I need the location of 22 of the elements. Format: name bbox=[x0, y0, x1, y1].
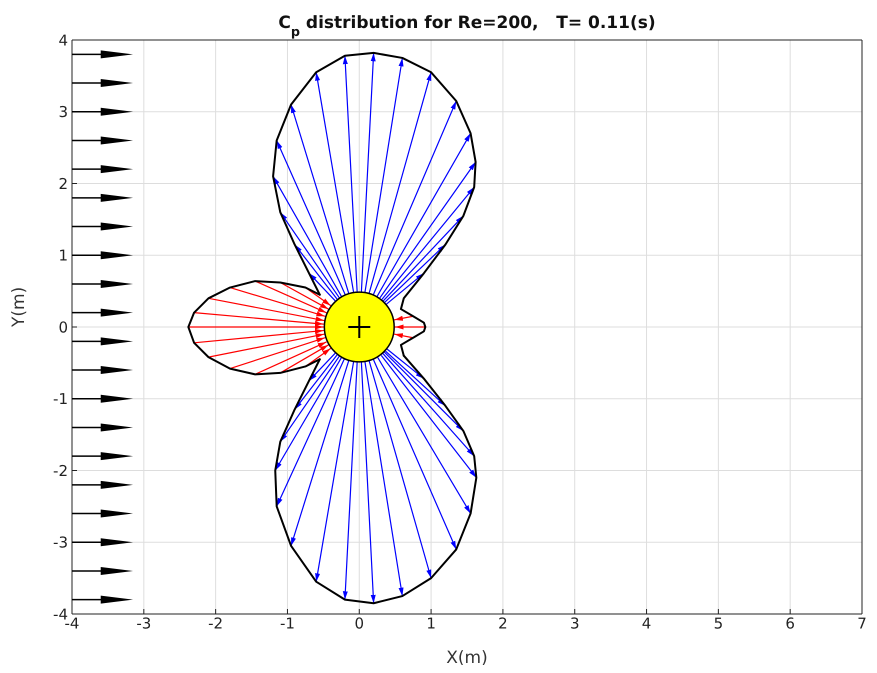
x-tick-label: 7 bbox=[857, 614, 867, 633]
x-axis-title: X(m) bbox=[446, 648, 488, 668]
x-tick-label: 2 bbox=[498, 614, 508, 633]
y-tick-label: 0 bbox=[58, 318, 68, 336]
y-tick-label: -1 bbox=[53, 390, 68, 408]
y-tick-label: 4 bbox=[58, 31, 68, 50]
y-tick-label: -3 bbox=[53, 534, 68, 552]
x-tick-label: 1 bbox=[426, 614, 436, 633]
y-tick-label: -2 bbox=[53, 462, 68, 480]
x-tick-label: -1 bbox=[280, 614, 295, 633]
x-tick-label: 4 bbox=[642, 614, 652, 633]
x-tick-label: 6 bbox=[785, 614, 795, 633]
x-tick-label: 0 bbox=[354, 614, 364, 633]
y-tick-label: 2 bbox=[58, 174, 68, 193]
x-tick-label: -3 bbox=[136, 614, 152, 633]
y-tick-label: 1 bbox=[58, 246, 68, 265]
y-tick-label: 3 bbox=[58, 103, 68, 122]
x-tick-label: 3 bbox=[570, 614, 580, 633]
y-axis-title: Y(m) bbox=[9, 286, 30, 328]
x-tick-label: 5 bbox=[714, 614, 724, 633]
chart-title: C$_{p}$ distribution for Re=200, T= 0.11(s) bbox=[278, 13, 656, 40]
x-tick-label: -2 bbox=[208, 614, 224, 633]
